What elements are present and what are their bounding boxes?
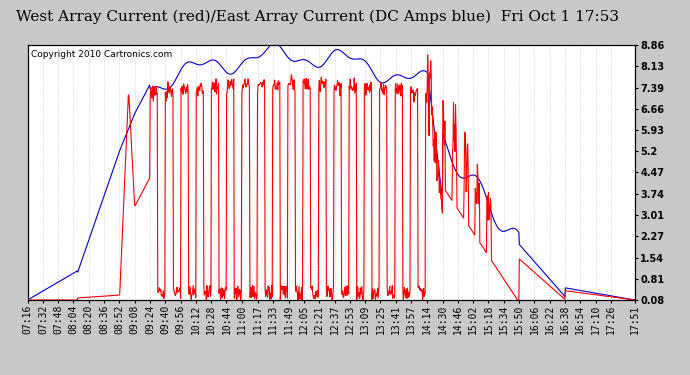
Text: Copyright 2010 Cartronics.com: Copyright 2010 Cartronics.com [30, 50, 172, 59]
Text: West Array Current (red)/East Array Current (DC Amps blue)  Fri Oct 1 17:53: West Array Current (red)/East Array Curr… [16, 9, 619, 24]
